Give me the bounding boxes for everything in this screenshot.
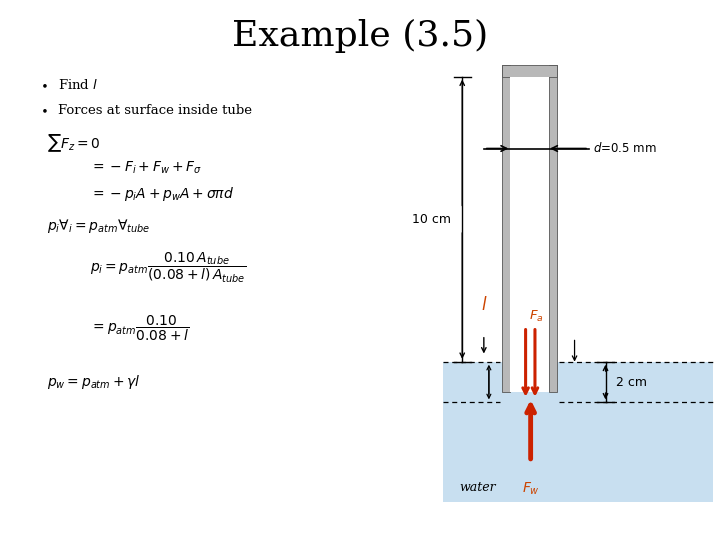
Bar (510, 77, 549, 392)
Text: 10 cm: 10 cm (413, 213, 451, 226)
Text: $= -p_i A + p_w A + \sigma\pi d$: $= -p_i A + p_w A + \sigma\pi d$ (90, 185, 234, 202)
Text: $F_w$: $F_w$ (522, 481, 539, 497)
Text: $d$=0.5 mm: $d$=0.5 mm (593, 141, 656, 156)
Text: Forces at surface inside tube: Forces at surface inside tube (58, 104, 251, 117)
Text: Find $l$: Find $l$ (58, 78, 98, 92)
Text: $p_i = p_{atm} \dfrac{0.10\,A_{tube}}{(0.08+l)\,A_{tube}}$: $p_i = p_{atm} \dfrac{0.10\,A_{tube}}{(0… (90, 251, 246, 285)
Text: $\sum F_z = 0$: $\sum F_z = 0$ (47, 132, 100, 154)
Bar (502, 65, 510, 392)
Text: $p_i \forall_i = p_{atm} \forall_{tube}$: $p_i \forall_i = p_{atm} \forall_{tube}$ (47, 217, 150, 235)
Bar (549, 65, 557, 392)
Text: $= p_{atm} \dfrac{0.10}{0.08+l}$: $= p_{atm} \dfrac{0.10}{0.08+l}$ (90, 313, 189, 342)
Text: water: water (459, 481, 496, 494)
Text: $l$: $l$ (480, 296, 487, 314)
Bar (443, 362, 713, 502)
Text: 2 cm: 2 cm (616, 375, 647, 389)
Text: $F_a$: $F_a$ (529, 309, 544, 324)
Bar (502, 65, 557, 77)
Text: $\bullet$: $\bullet$ (40, 104, 48, 117)
Text: Example (3.5): Example (3.5) (232, 19, 488, 53)
Text: $\bullet$: $\bullet$ (40, 78, 48, 91)
Text: $p_w = p_{atm} + \gamma l$: $p_w = p_{atm} + \gamma l$ (47, 373, 140, 390)
Text: $= -F_i + F_w + F_{\sigma}$: $= -F_i + F_w + F_{\sigma}$ (90, 159, 202, 176)
